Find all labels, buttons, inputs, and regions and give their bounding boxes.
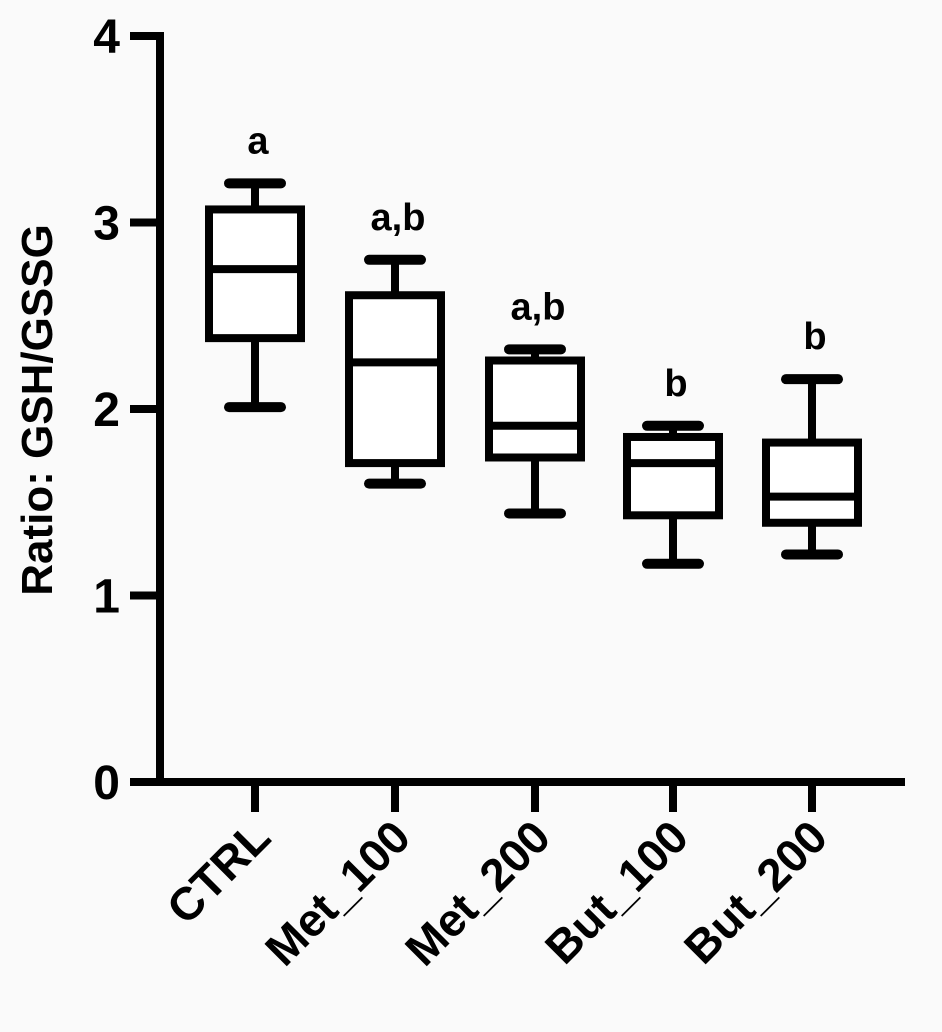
significance-label: b [803, 316, 826, 358]
significance-label: a,b [511, 286, 566, 328]
y-axis-label: Ratio: GSH/GSSG [13, 224, 62, 596]
y-tick-label: 3 [93, 198, 120, 251]
iqr-box [345, 291, 445, 468]
x-tick-label: Met_100 [255, 810, 420, 975]
x-tick-label: But_100 [535, 810, 698, 973]
iqr-box [205, 205, 305, 343]
box-But_100: b [623, 363, 723, 569]
significance-label: a,b [371, 197, 426, 239]
y-tick-label: 0 [93, 757, 120, 810]
boxes: a a,b a,b b b [205, 120, 862, 569]
y-tick-label: 4 [93, 11, 120, 64]
x-tick-label: But_200 [674, 810, 837, 973]
iqr-box [485, 356, 585, 462]
box-But_200: b [762, 316, 862, 560]
x-tick-label: CTRL [157, 810, 280, 933]
y-tick-label: 2 [93, 384, 120, 437]
box-Met_100: a,b [345, 197, 445, 489]
x-tick-label: Met_200 [395, 810, 560, 975]
iqr-box [762, 438, 862, 527]
box-CTRL: a [205, 120, 305, 413]
iqr-box [623, 432, 723, 520]
box-Met_200: a,b [485, 286, 585, 519]
significance-label: b [664, 363, 687, 405]
significance-label: a [247, 120, 269, 162]
y-tick-label: 1 [93, 571, 120, 624]
